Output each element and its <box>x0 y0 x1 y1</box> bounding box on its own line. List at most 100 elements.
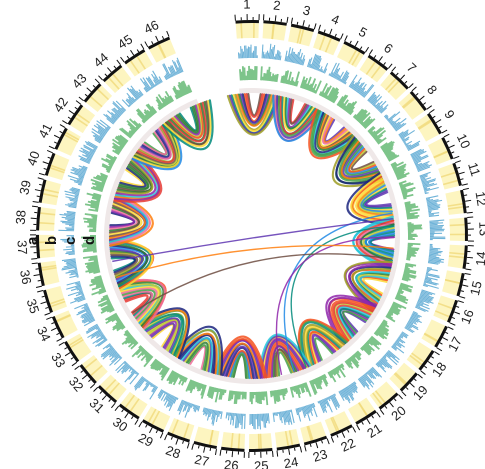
chromosome-label-14: 14 <box>473 251 485 267</box>
histogram-c-bar <box>349 109 354 116</box>
histogram-b-bar <box>115 360 126 372</box>
histogram-b-bar <box>272 412 275 422</box>
histogram-b-bar <box>68 253 75 256</box>
histogram-b-bar <box>81 316 94 323</box>
histogram-b-bar <box>151 383 154 388</box>
histogram-b-bar <box>73 201 78 204</box>
histogram-c-bar <box>108 164 113 168</box>
histogram-b-bar <box>288 410 293 425</box>
histogram-c-bar <box>101 181 106 185</box>
tick-arc <box>464 217 468 242</box>
tick-mark <box>31 205 39 208</box>
histogram-c-bar <box>147 103 157 115</box>
histogram-b-bar <box>165 393 170 401</box>
tick-mark <box>465 199 472 202</box>
histogram-b-bar <box>94 137 102 143</box>
histogram-b-bar <box>114 353 120 359</box>
histogram-c-bar <box>361 115 372 126</box>
histogram-b-bar <box>70 297 86 304</box>
histogram-c-bar <box>267 66 271 81</box>
histogram-c-bar <box>396 293 407 299</box>
histogram-c-bar <box>189 380 195 392</box>
histogram-b-bar <box>337 75 341 81</box>
histogram-c-bar <box>111 316 120 323</box>
histogram-c-bar <box>169 95 175 102</box>
chromosome-label-27: 27 <box>193 452 210 469</box>
link-curve <box>230 351 250 380</box>
chromosome-label-12: 12 <box>472 190 485 207</box>
histogram-c-bar <box>113 155 118 160</box>
link-curve <box>337 306 371 338</box>
tick-mark <box>46 316 53 320</box>
histogram-c-bar <box>128 131 134 137</box>
histogram-c-bar <box>224 389 227 393</box>
histogram-c-bar <box>353 108 364 120</box>
histogram-b-bar <box>232 413 235 426</box>
chromosome-band <box>385 78 397 91</box>
link-curve <box>114 156 159 199</box>
histogram-c-bar <box>269 390 273 398</box>
link-curve <box>109 240 152 288</box>
histogram-c-bar <box>382 319 388 324</box>
histogram-c-bar <box>119 145 124 150</box>
histogram-b-bar <box>357 87 363 94</box>
histogram-b-bar <box>392 121 400 128</box>
histogram-c-bar <box>114 136 126 146</box>
tick-arc <box>102 64 123 83</box>
histogram-b-bar <box>78 165 88 170</box>
chromosome-band <box>108 382 120 395</box>
histogram-c-bar <box>380 322 387 328</box>
chromosome-28 <box>168 418 195 440</box>
histogram-b-bar <box>203 407 207 416</box>
tick-mark <box>56 332 60 336</box>
chromosome-label-34: 34 <box>34 324 54 343</box>
histogram-b-bar <box>418 297 434 304</box>
histogram-b-bar <box>327 396 331 402</box>
histogram-b-bar <box>162 64 171 79</box>
histogram-b-bar <box>348 74 358 88</box>
tick-mark <box>288 448 291 455</box>
link-curve <box>109 195 149 244</box>
histogram-c-bar <box>401 186 416 193</box>
histogram-c-bar <box>323 373 327 379</box>
tick-mark <box>456 166 461 169</box>
histogram-b-bar <box>291 51 296 63</box>
histogram-b-bar <box>418 298 430 304</box>
histogram-b-bar <box>424 278 433 282</box>
histogram-b-bar <box>76 179 83 183</box>
link-curve <box>362 226 395 260</box>
tick-mark <box>71 361 78 367</box>
histogram-b-bar <box>82 154 92 160</box>
histogram-b-bar <box>385 352 391 358</box>
histogram-c-bar <box>314 378 321 390</box>
chromosome-band <box>418 120 432 130</box>
histogram-b-bar <box>385 116 389 120</box>
histogram-c-bar <box>387 154 398 161</box>
histogram-b-bar <box>417 164 432 171</box>
histogram-b-bar <box>336 74 340 80</box>
chromosome-band <box>402 97 416 109</box>
histogram-b-bar <box>428 260 441 264</box>
histogram-b-bar <box>323 398 327 405</box>
histogram-c-bar <box>133 120 141 128</box>
link-curve <box>314 111 355 154</box>
tick-mark <box>458 171 465 175</box>
link-curve <box>227 350 253 380</box>
histogram-c-bar <box>90 202 100 207</box>
histogram-c-bar <box>132 340 138 346</box>
histogram-b-bar <box>342 388 351 401</box>
histogram-c-bar <box>385 315 396 323</box>
chromosome-band <box>39 248 55 252</box>
chromosome-label-22: 22 <box>338 435 357 455</box>
histogram-b-bar <box>380 107 388 114</box>
link-curve <box>321 116 348 145</box>
chromosome-band <box>129 398 140 412</box>
histogram-b-bar <box>142 381 150 392</box>
histogram-c-bar <box>373 332 379 337</box>
histogram-c-bar <box>91 197 101 201</box>
histogram-b-bar <box>112 108 122 117</box>
histogram-b-bar <box>400 132 409 139</box>
histogram-c-bar <box>392 301 407 310</box>
link-curve <box>239 93 270 124</box>
